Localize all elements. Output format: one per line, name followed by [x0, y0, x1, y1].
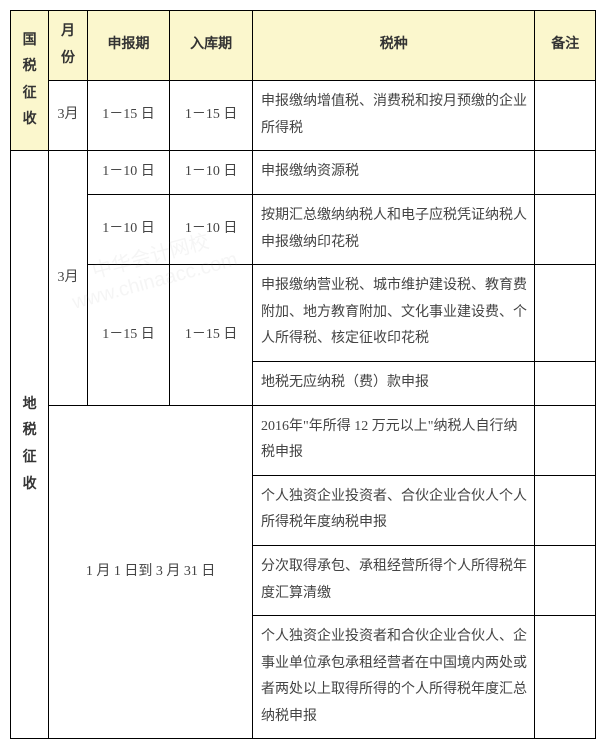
remark-cell: [535, 405, 596, 475]
national-tax-label: 征: [17, 81, 42, 108]
remark-cell: [535, 545, 596, 615]
remark-header: 备注: [535, 11, 596, 81]
table-row: 地 税 征 收 3月 1－10 日 1－10 日 申报缴纳资源税: [11, 151, 596, 195]
local-tax-label: 税: [17, 418, 42, 445]
remark-cell: [535, 475, 596, 545]
category-header-national: 国 税 征 收: [11, 11, 49, 151]
full-period-cell: 1 月 1 日到 3 月 31 日: [49, 405, 253, 739]
table-row: 1 月 1 日到 3 月 31 日 2016年"年所得 12 万元以上"纳税人自…: [11, 405, 596, 475]
header-row: 国 税 征 收 月份 申报期 入库期 税种 备注: [11, 11, 596, 81]
desc-cell: 个人独资企业投资者和合伙企业合伙人、企事业单位承包承租经营者在中国境内两处或者两…: [253, 616, 535, 739]
remark-cell: [535, 151, 596, 195]
desc-cell: 地税无应纳税（费）款申报: [253, 361, 535, 405]
desc-cell: 按期汇总缴纳纳税人和电子应税凭证纳税人申报缴纳印花税: [253, 194, 535, 264]
remark-cell: [535, 616, 596, 739]
storage-period-header: 入库期: [170, 11, 253, 81]
declare-cell: 1－10 日: [87, 194, 170, 264]
storage-cell: 1－10 日: [170, 194, 253, 264]
tax-type-header: 税种: [253, 11, 535, 81]
declare-cell: 1－10 日: [87, 151, 170, 195]
local-tax-label: 收: [17, 472, 42, 499]
national-tax-label: 收: [17, 107, 42, 134]
storage-cell: 1－10 日: [170, 151, 253, 195]
national-tax-label: 国: [17, 28, 42, 55]
desc-cell: 分次取得承包、承租经营所得个人所得税年度汇算清缴: [253, 545, 535, 615]
month-header: 月份: [49, 11, 87, 81]
desc-cell: 申报缴纳资源税: [253, 151, 535, 195]
table-row: 1－15 日 1－15 日 申报缴纳营业税、城市维护建设税、教育费附加、地方教育…: [11, 265, 596, 362]
remark-cell: [535, 81, 596, 151]
storage-cell: 1－15 日: [170, 265, 253, 405]
table-row: 3月 1－15 日 1－15 日 申报缴纳增值税、消费税和按月预缴的企业所得税: [11, 81, 596, 151]
category-header-local: 地 税 征 收: [11, 151, 49, 739]
declare-cell: 1－15 日: [87, 81, 170, 151]
desc-cell: 申报缴纳营业税、城市维护建设税、教育费附加、地方教育附加、文化事业建设费、个人所…: [253, 265, 535, 362]
declare-period-header: 申报期: [87, 11, 170, 81]
remark-cell: [535, 265, 596, 362]
local-tax-label: 地: [17, 392, 42, 419]
month-cell: 3月: [49, 81, 87, 151]
desc-cell: 2016年"年所得 12 万元以上"纳税人自行纳税申报: [253, 405, 535, 475]
tax-calendar-table: 国 税 征 收 月份 申报期 入库期 税种 备注 3月 1－15 日 1－15 …: [10, 10, 596, 739]
national-tax-label: 税: [17, 54, 42, 81]
declare-cell: 1－15 日: [87, 265, 170, 405]
storage-cell: 1－15 日: [170, 81, 253, 151]
desc-cell: 申报缴纳增值税、消费税和按月预缴的企业所得税: [253, 81, 535, 151]
month-cell: 3月: [49, 151, 87, 405]
table-container: 中华会计网校 www.chinaacc.com 国 税 征 收 月份 申报期 入…: [10, 10, 596, 739]
local-tax-label: 征: [17, 445, 42, 472]
remark-cell: [535, 194, 596, 264]
desc-cell: 个人独资企业投资者、合伙企业合伙人个人所得税年度纳税申报: [253, 475, 535, 545]
remark-cell: [535, 361, 596, 405]
table-row: 1－10 日 1－10 日 按期汇总缴纳纳税人和电子应税凭证纳税人申报缴纳印花税: [11, 194, 596, 264]
